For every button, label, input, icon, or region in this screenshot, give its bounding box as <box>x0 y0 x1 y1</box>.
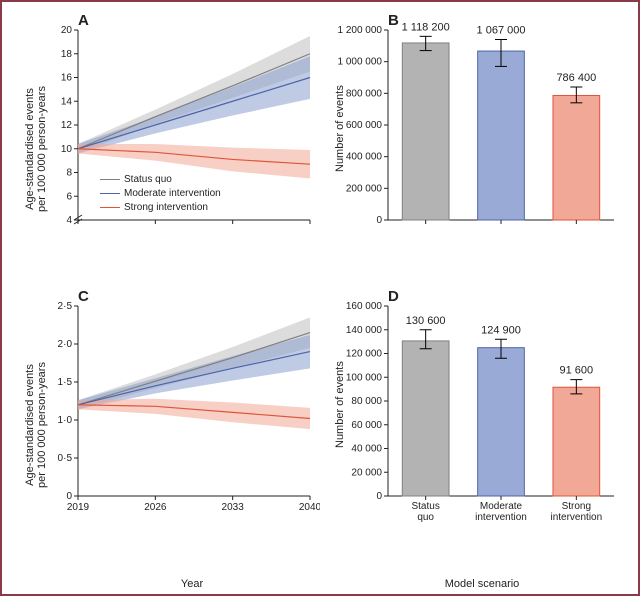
bar-xtick-label: Moderate <box>480 501 523 512</box>
bar-value-label: 1 067 000 <box>477 25 526 37</box>
ytick-label: 2·5 <box>58 301 73 312</box>
legend-label: Status quo <box>124 174 172 185</box>
panel-grid: A 4 6 8 10 12 14 16 18 20 Age-standardised event… <box>10 12 630 556</box>
series-line-moderate <box>78 78 310 149</box>
ytick-label: 160 000 <box>346 301 383 312</box>
bar-1 <box>478 51 525 220</box>
panel-B-plot: 0 200 000 400 000 600 000 800 000 1 000 000 1 … <box>330 12 630 244</box>
ytick-label: 2·0 <box>58 339 73 350</box>
panel-D: D 0 20 000 40 000 60 000 80 000 100 000 120 00… <box>330 288 630 556</box>
ytick-label: 10 <box>61 144 73 155</box>
ci-band-moderate <box>78 56 310 153</box>
legend-item: Status quo <box>100 172 221 186</box>
ytick-label: 400 000 <box>346 152 383 163</box>
ytick-label: 12 <box>61 120 73 131</box>
panel-C-plot: 0 0·5 1·0 1·5 2·0 2·5 2019 2026 2033 2040 <box>10 288 330 538</box>
panel-label-D: D <box>388 288 399 305</box>
xtick-label: 2019 <box>67 502 90 513</box>
ytick-label: 4 <box>66 215 72 226</box>
ytick-label: 1 000 000 <box>338 57 383 68</box>
ytick-label: 18 <box>61 49 73 60</box>
ytick-label: 8 <box>66 168 72 179</box>
ytick-label: 1·5 <box>58 377 73 388</box>
legend-swatch <box>100 193 120 194</box>
ytick-label: 20 <box>61 25 73 36</box>
x-axis-label-scenario: Model scenario <box>402 578 562 590</box>
panel-D-plot: 0 20 000 40 000 60 000 80 000 100 000 120 000 1… <box>330 288 630 548</box>
panel-D-ylabel: Number of events <box>334 361 346 448</box>
ytick-label: 40 000 <box>351 444 382 455</box>
ytick-label: 1 200 000 <box>338 25 383 36</box>
bar-xtick-label: quo <box>417 512 434 523</box>
bar-2 <box>553 95 600 220</box>
legend-item: Moderate intervention <box>100 186 221 200</box>
legend-label: Strong intervention <box>124 202 208 213</box>
ytick-label: 140 000 <box>346 325 383 336</box>
ytick-label: 20 000 <box>351 467 382 478</box>
ytick-label: 80 000 <box>351 396 382 407</box>
ytick-label: 6 <box>66 191 72 202</box>
ytick-label: 0·5 <box>58 453 73 464</box>
legend-swatch <box>100 207 120 208</box>
xtick-label: 2026 <box>144 502 167 513</box>
ytick-label: 600 000 <box>346 120 383 131</box>
bar-0 <box>402 341 449 496</box>
panel-A-ylabel: Age-standardised events per 100 000 pers… <box>24 86 48 212</box>
bar-value-label: 91 600 <box>560 365 594 377</box>
ytick-label: 0 <box>376 491 382 502</box>
ytick-label: 100 000 <box>346 372 383 383</box>
x-axis-label-year: Year <box>132 578 252 590</box>
ci-band-strong <box>78 399 310 429</box>
bar-xtick-label: Status <box>411 501 439 512</box>
ytick-label: 0 <box>66 491 72 502</box>
bar-value-label: 130 600 <box>406 315 446 327</box>
xtick-label: 2033 <box>222 502 245 513</box>
bar-1 <box>478 348 525 496</box>
bar-value-label: 1 118 200 <box>402 21 450 33</box>
panel-A: A 4 6 8 10 12 14 16 18 20 Age-standardised event… <box>10 12 330 280</box>
bar-2 <box>553 387 600 496</box>
bar-xtick-label: intervention <box>475 512 527 523</box>
ci-band-moderate <box>78 335 310 409</box>
ytick-label: 200 000 <box>346 183 383 194</box>
legend-item: Strong intervention <box>100 200 221 214</box>
panel-label-B: B <box>388 12 399 29</box>
bar-0 <box>402 43 449 220</box>
ytick-label: 1·0 <box>58 415 73 426</box>
legend: Status quo Moderate intervention Strong in… <box>100 172 221 214</box>
panel-B-ylabel: Number of events <box>334 85 346 172</box>
bar-value-label: 786 400 <box>556 72 596 84</box>
ytick-label: 0 <box>376 215 382 226</box>
legend-label: Moderate intervention <box>124 188 221 199</box>
ytick-label: 16 <box>61 73 73 84</box>
panel-C-ylabel: Age-standardised events per 100 000 pers… <box>24 362 48 488</box>
panel-B: B 0 200 000 400 000 600 000 800 000 1 000 000… <box>330 12 630 280</box>
panel-C: C 0 0·5 1·0 1·5 2·0 2·5 2019 2026 2033 2040 Age-s… <box>10 288 330 556</box>
ytick-label: 14 <box>61 96 73 107</box>
ytick-label: 800 000 <box>346 88 383 99</box>
panel-label-A: A <box>78 12 89 29</box>
bar-xtick-label: Strong <box>562 501 591 512</box>
ytick-label: 60 000 <box>351 420 382 431</box>
bar-xtick-label: intervention <box>550 512 602 523</box>
panel-label-C: C <box>78 288 89 305</box>
figure-container: A 4 6 8 10 12 14 16 18 20 Age-standardised event… <box>0 0 640 596</box>
bar-value-label: 124 900 <box>481 324 521 336</box>
ytick-label: 120 000 <box>346 349 383 360</box>
xtick-label: 2040 <box>299 502 320 513</box>
legend-swatch <box>100 179 120 180</box>
